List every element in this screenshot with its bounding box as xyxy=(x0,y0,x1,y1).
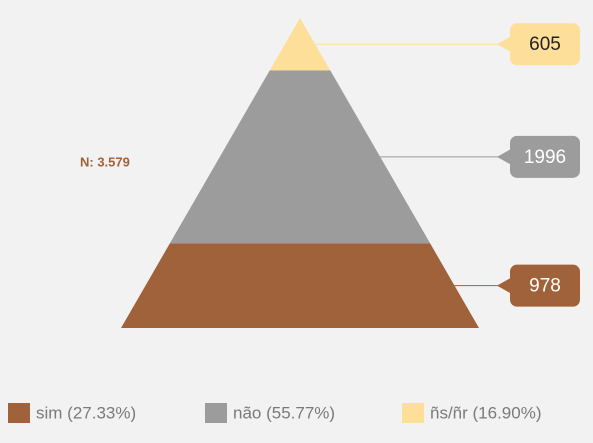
pyramid-segment xyxy=(269,18,331,71)
callout-box xyxy=(510,23,580,66)
callout-box xyxy=(510,135,580,178)
data-label: 605 xyxy=(529,34,561,55)
callout-box xyxy=(510,264,580,307)
annotation: N: 3.579 xyxy=(80,154,130,169)
legend-label: não (55.77%) xyxy=(233,403,335,422)
legend-label: sim (27.33%) xyxy=(36,403,136,422)
data-label: 1996 xyxy=(524,147,566,168)
callout-pointer xyxy=(497,147,513,166)
legend-swatch xyxy=(8,403,30,423)
legend-label: ñs/ñr (16.90%) xyxy=(430,403,542,422)
pyramid-segment xyxy=(169,70,431,244)
callout-pointer xyxy=(497,35,513,54)
callout-pointer xyxy=(497,276,513,295)
legend-swatch xyxy=(205,403,227,423)
legend-swatch xyxy=(402,403,424,423)
pyramid-segment xyxy=(121,243,479,328)
data-label: 978 xyxy=(529,276,561,297)
